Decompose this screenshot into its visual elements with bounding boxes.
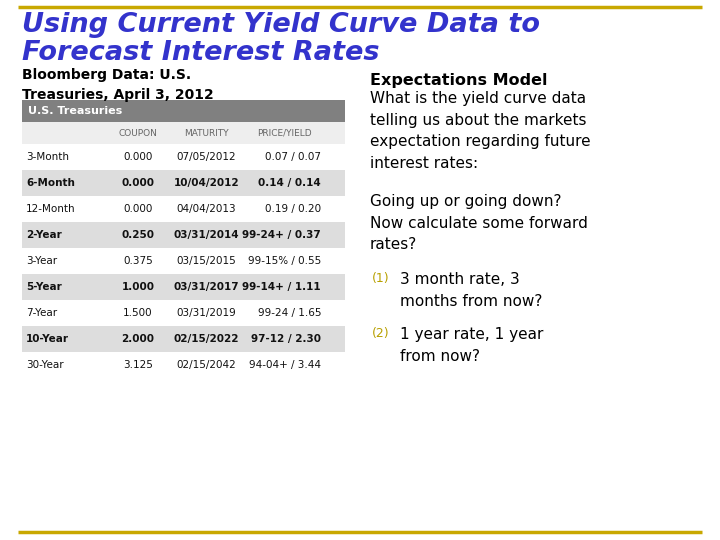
Text: 7-Year: 7-Year — [26, 308, 57, 318]
Text: 04/04/2013: 04/04/2013 — [176, 204, 236, 214]
Text: 3-Month: 3-Month — [26, 152, 69, 162]
Text: 03/31/2014: 03/31/2014 — [174, 230, 239, 240]
Text: 3.125: 3.125 — [123, 360, 153, 370]
Text: 0.19 / 0.20: 0.19 / 0.20 — [265, 204, 321, 214]
Text: 02/15/2022: 02/15/2022 — [174, 334, 239, 344]
Bar — [22, 196, 345, 222]
Bar — [22, 326, 345, 352]
Text: 1 year rate, 1 year
from now?: 1 year rate, 1 year from now? — [400, 327, 544, 363]
Text: Forecast Interest Rates: Forecast Interest Rates — [22, 40, 379, 66]
Text: Going up or going down?
Now calculate some forward
rates?: Going up or going down? Now calculate so… — [370, 194, 588, 252]
Text: 94-04+ / 3.44: 94-04+ / 3.44 — [249, 360, 321, 370]
Bar — [22, 352, 345, 378]
Text: 07/05/2012: 07/05/2012 — [176, 152, 236, 162]
Text: (1): (1) — [372, 272, 390, 285]
Text: Expectations Model: Expectations Model — [370, 73, 547, 88]
Text: Using Current Yield Curve Data to: Using Current Yield Curve Data to — [22, 12, 540, 38]
Bar — [22, 248, 345, 274]
Text: 99-24+ / 0.37: 99-24+ / 0.37 — [242, 230, 321, 240]
Text: 3-Year: 3-Year — [26, 256, 57, 266]
Text: 3 month rate, 3
months from now?: 3 month rate, 3 months from now? — [400, 272, 542, 308]
Text: (2): (2) — [372, 327, 390, 340]
Text: 30-Year: 30-Year — [26, 360, 63, 370]
Text: 10-Year: 10-Year — [26, 334, 69, 344]
Text: 6-Month: 6-Month — [26, 178, 75, 188]
Text: 03/31/2017: 03/31/2017 — [174, 282, 239, 292]
Text: 99-24 / 1.65: 99-24 / 1.65 — [258, 308, 321, 318]
Bar — [22, 222, 345, 248]
Text: 12-Month: 12-Month — [26, 204, 76, 214]
Text: 0.14 / 0.14: 0.14 / 0.14 — [258, 178, 321, 188]
Text: 99-14+ / 1.11: 99-14+ / 1.11 — [243, 282, 321, 292]
Bar — [22, 122, 345, 144]
Text: 0.375: 0.375 — [123, 256, 153, 266]
Text: Bloomberg Data: U.S.
Treasuries, April 3, 2012: Bloomberg Data: U.S. Treasuries, April 3… — [22, 68, 214, 102]
Text: What is the yield curve data
telling us about the markets
expectation regarding : What is the yield curve data telling us … — [370, 91, 590, 171]
Text: 1.000: 1.000 — [122, 282, 155, 292]
Text: 1.500: 1.500 — [123, 308, 153, 318]
Bar — [22, 274, 345, 300]
Text: 0.000: 0.000 — [123, 204, 153, 214]
Text: 03/31/2019: 03/31/2019 — [176, 308, 236, 318]
Text: MATURITY: MATURITY — [184, 129, 229, 138]
Text: 03/15/2015: 03/15/2015 — [176, 256, 236, 266]
Text: 2-Year: 2-Year — [26, 230, 62, 240]
Text: PRICE/YIELD: PRICE/YIELD — [257, 129, 311, 138]
Text: 2.000: 2.000 — [122, 334, 155, 344]
Text: 10/04/2012: 10/04/2012 — [174, 178, 239, 188]
Text: 97-12 / 2.30: 97-12 / 2.30 — [251, 334, 321, 344]
Text: 0.07 / 0.07: 0.07 / 0.07 — [265, 152, 321, 162]
Text: 0.000: 0.000 — [122, 178, 155, 188]
Text: 99-15% / 0.55: 99-15% / 0.55 — [248, 256, 321, 266]
Text: U.S. Treasuries: U.S. Treasuries — [28, 106, 122, 116]
Text: 02/15/2042: 02/15/2042 — [176, 360, 236, 370]
Bar — [22, 100, 345, 122]
Bar — [22, 300, 345, 326]
Bar — [22, 170, 345, 196]
Text: 0.250: 0.250 — [122, 230, 155, 240]
Bar — [22, 144, 345, 170]
Text: COUPON: COUPON — [119, 129, 158, 138]
Text: 5-Year: 5-Year — [26, 282, 62, 292]
Text: 0.000: 0.000 — [123, 152, 153, 162]
